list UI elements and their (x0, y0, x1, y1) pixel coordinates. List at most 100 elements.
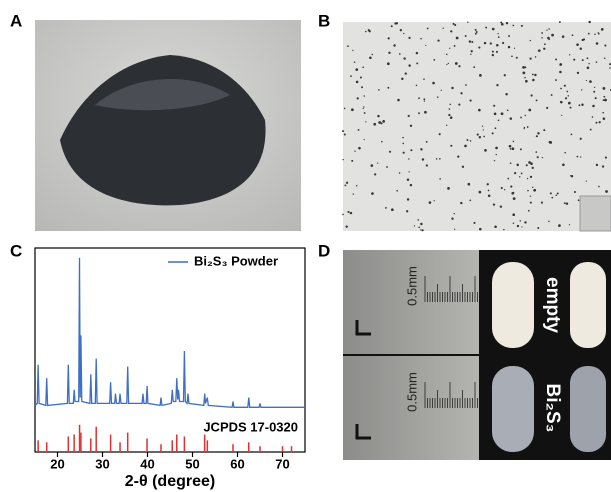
particle (598, 185, 600, 188)
particle (527, 209, 530, 212)
particle (393, 44, 396, 47)
particle (511, 147, 515, 151)
particle (526, 126, 529, 128)
particle (577, 199, 580, 202)
particle (500, 186, 503, 190)
particle (500, 112, 504, 116)
particle (409, 183, 413, 187)
particle (597, 32, 599, 34)
particle (529, 201, 532, 204)
particle (579, 137, 582, 140)
particle (363, 106, 365, 108)
particle (402, 136, 404, 139)
particle (568, 224, 571, 226)
ruler-label: 0.5mm (404, 372, 419, 412)
particle (507, 45, 511, 49)
particle (345, 225, 348, 228)
particle (555, 58, 558, 61)
particle (547, 36, 550, 40)
particle (497, 119, 500, 122)
particle (529, 57, 532, 60)
particle (406, 198, 410, 201)
particle (581, 103, 584, 106)
particle (423, 100, 426, 102)
particle (519, 220, 521, 222)
particle (355, 68, 359, 71)
particle (573, 190, 576, 194)
particle (439, 178, 441, 180)
particle (454, 23, 457, 26)
particle (555, 194, 558, 197)
spectrum-line (34, 257, 305, 408)
particle (481, 125, 484, 127)
particle (467, 182, 471, 186)
particle (564, 97, 568, 100)
particle (445, 53, 448, 56)
particle (453, 212, 455, 215)
particle (532, 186, 534, 188)
particle (548, 220, 550, 223)
particle (447, 186, 450, 190)
particle (532, 78, 535, 82)
particle (536, 156, 539, 159)
particle (585, 180, 587, 182)
particle (352, 49, 354, 52)
particle (347, 45, 349, 47)
particle (473, 221, 476, 224)
particle (579, 47, 582, 50)
particle (355, 185, 358, 187)
particle (469, 99, 472, 102)
particle (455, 36, 459, 40)
particle (420, 222, 423, 226)
particle (371, 53, 374, 56)
particle (413, 225, 416, 227)
particle (391, 208, 394, 212)
particle (585, 79, 588, 82)
particle (367, 29, 370, 32)
particle (418, 226, 421, 229)
photo-b (343, 22, 611, 231)
particle (576, 43, 579, 46)
particle (465, 84, 467, 86)
particle (602, 87, 606, 90)
particle (594, 33, 596, 36)
particle (503, 228, 505, 231)
particle (483, 41, 487, 45)
particle (509, 148, 512, 150)
particle (511, 55, 513, 58)
ruler (343, 356, 479, 460)
particle (381, 140, 383, 143)
particle (359, 76, 362, 79)
capsule (570, 366, 606, 452)
capsule-label: empty (542, 277, 563, 333)
particle (499, 205, 503, 208)
x-tick-label: 30 (95, 456, 109, 471)
particle (454, 62, 458, 65)
particle (452, 22, 455, 25)
particle (567, 101, 571, 105)
particle (484, 149, 487, 152)
particle (559, 100, 562, 103)
particle (512, 197, 516, 200)
particle (495, 146, 498, 150)
particle (526, 177, 529, 180)
particle (449, 103, 451, 106)
particle (458, 65, 461, 68)
particle (595, 42, 599, 45)
particle (529, 39, 532, 42)
particle (525, 79, 528, 83)
particle (464, 144, 467, 148)
particle (524, 66, 527, 69)
particle (449, 47, 451, 49)
particle (509, 162, 512, 164)
particle (495, 50, 499, 53)
particle (424, 110, 427, 114)
particle (374, 173, 377, 176)
particle (369, 56, 372, 60)
particle (423, 98, 426, 101)
particle (561, 114, 563, 116)
particle (544, 43, 546, 46)
particle (468, 40, 472, 43)
particle (531, 73, 534, 76)
particle (576, 155, 579, 158)
